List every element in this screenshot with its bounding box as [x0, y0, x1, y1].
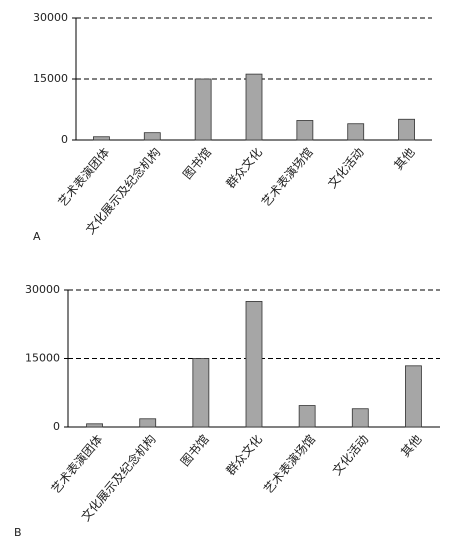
bar — [405, 365, 422, 428]
bar — [93, 136, 110, 141]
x-tick-label: 其他 — [391, 145, 417, 172]
panel-label: A — [33, 230, 41, 243]
bar — [86, 423, 103, 428]
bar — [296, 120, 314, 141]
x-tick-label: 群众文化 — [223, 145, 265, 191]
x-tick-label: 艺术表演团体 — [48, 432, 106, 497]
x-tick-label: 图书馆 — [179, 145, 214, 182]
x-tick-label: 图书馆 — [177, 432, 212, 469]
x-tick-label: 文化活动 — [329, 432, 371, 478]
bar — [143, 132, 161, 141]
x-tick-label: 群众文化 — [223, 432, 265, 478]
x-tick-label: 文化活动 — [324, 145, 366, 191]
bar — [351, 408, 369, 428]
y-tick-label: 0 — [53, 420, 60, 433]
x-tick-label: 艺术表演场馆 — [258, 145, 316, 210]
x-tick-label: 艺术表演场馆 — [260, 432, 318, 497]
bar — [347, 123, 365, 141]
bar — [194, 78, 212, 141]
y-tick-label: 30000 — [33, 11, 68, 24]
y-tick-label: 30000 — [25, 283, 60, 296]
x-tick-label: 艺术表演团体 — [55, 145, 113, 210]
panel-label: B — [14, 526, 22, 539]
bar — [192, 358, 210, 428]
bar — [139, 418, 157, 428]
y-tick-label: 15000 — [33, 72, 68, 85]
bar — [298, 405, 316, 428]
y-tick-label: 0 — [61, 133, 68, 146]
y-tick-label: 15000 — [25, 352, 60, 365]
bar — [398, 118, 415, 141]
bar — [245, 301, 263, 428]
bar — [245, 73, 263, 141]
x-tick-label: 其他 — [398, 432, 424, 459]
